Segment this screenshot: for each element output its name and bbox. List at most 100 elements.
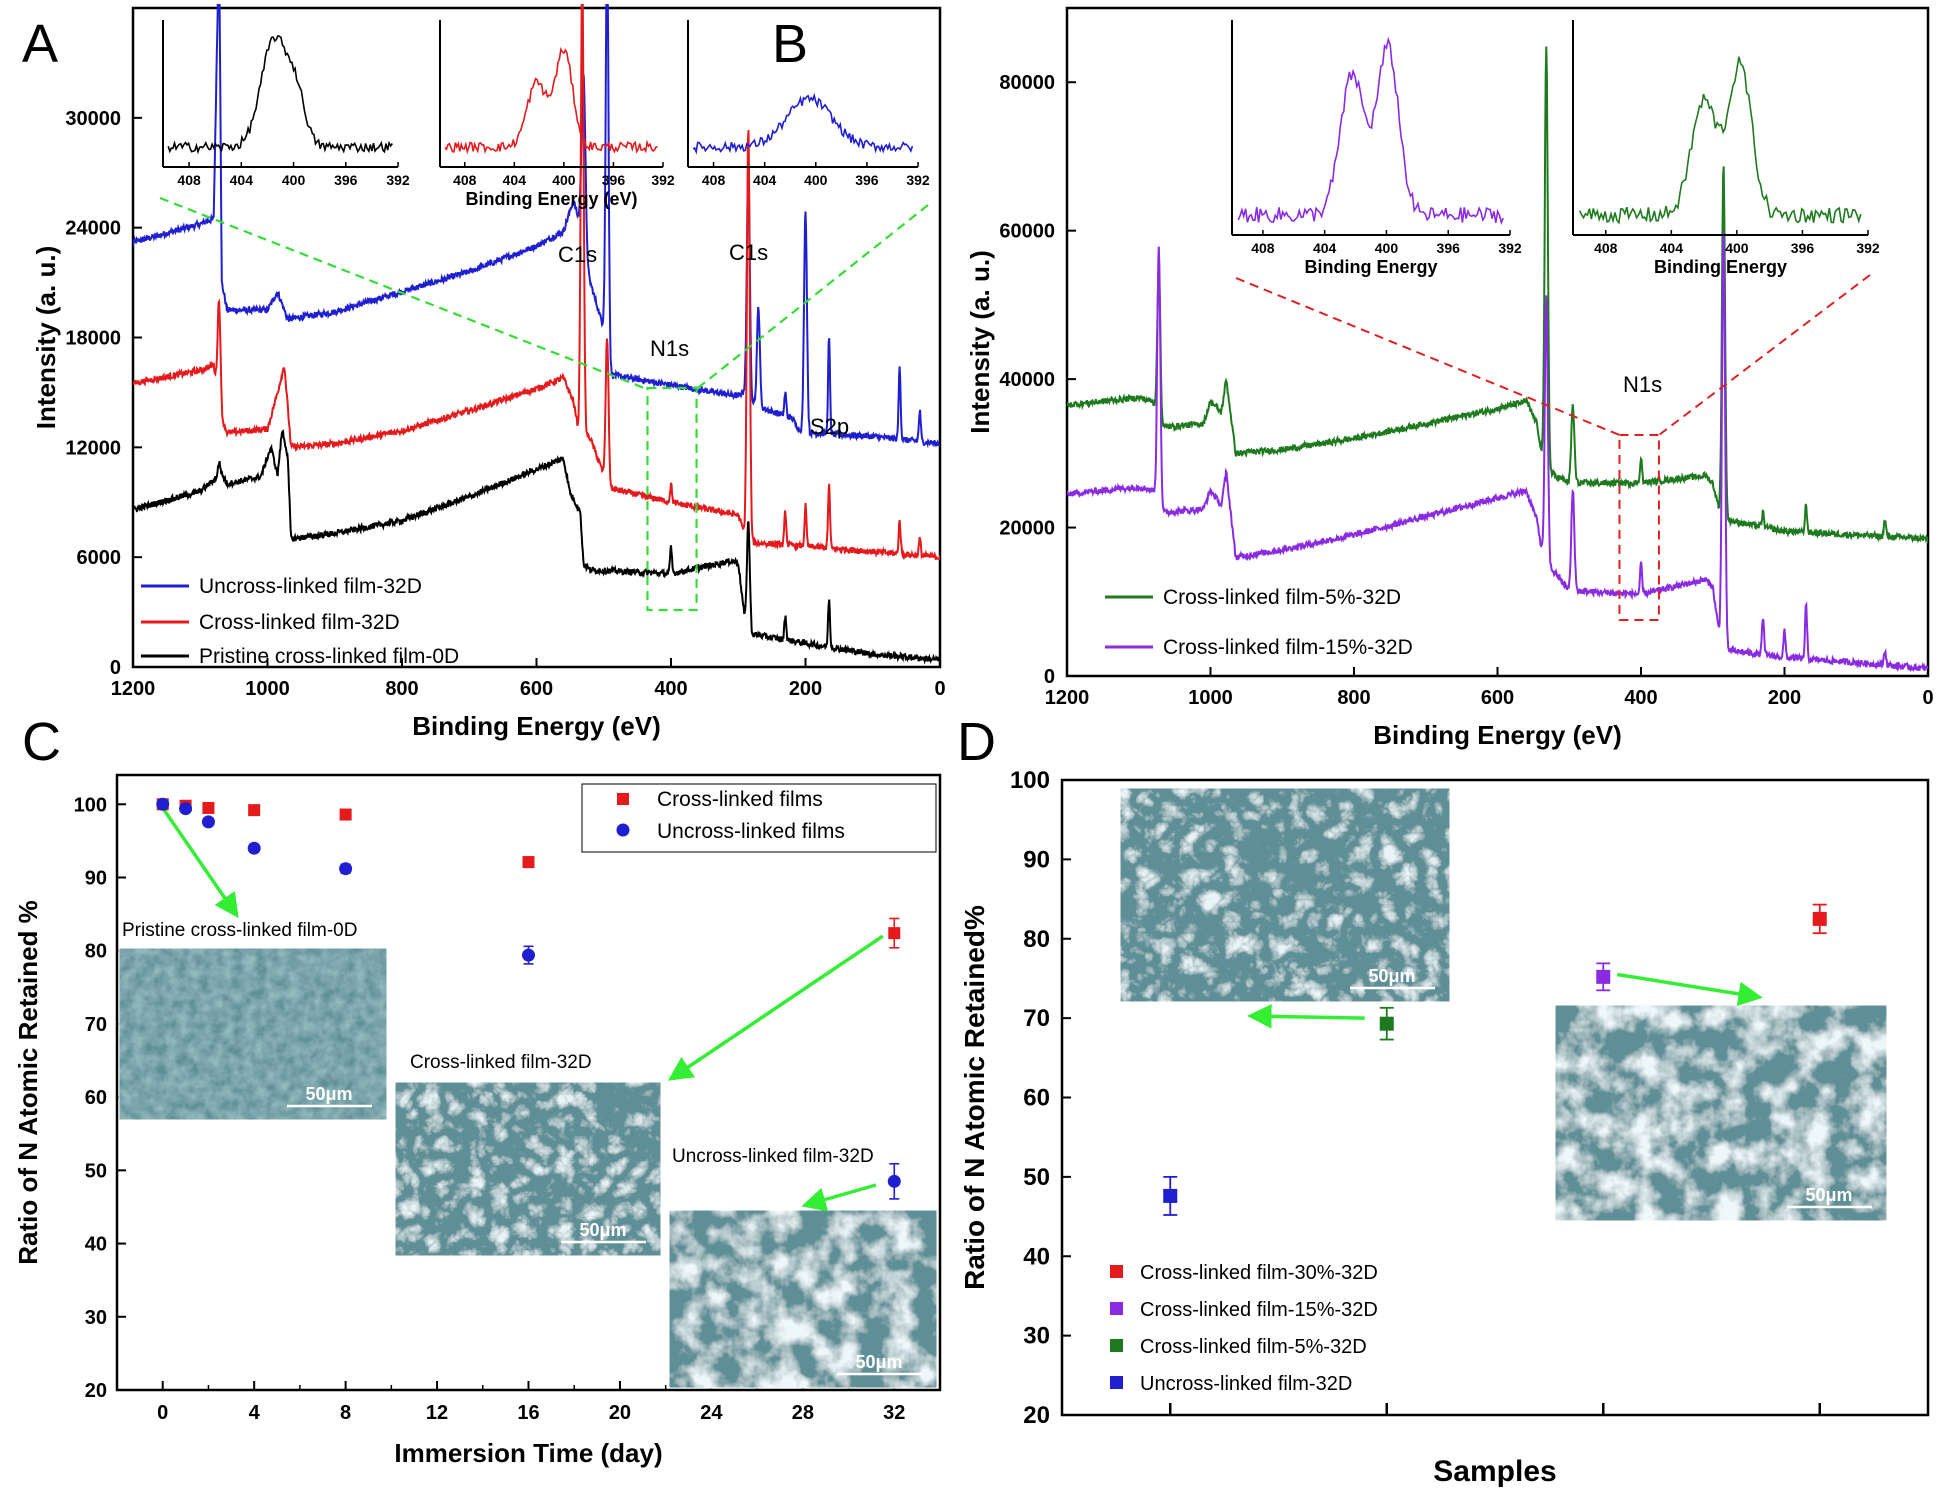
panel-b-zoom-guide-right (1658, 274, 1871, 436)
panel-c-ytick-label: 20 (85, 1380, 107, 1402)
panel-c-ytick-label: 40 (85, 1234, 107, 1256)
panel-c-point-cross-linked (888, 927, 901, 940)
panel-a-xtick-label: 600 (520, 678, 553, 700)
panel-b-inset-1-spectrum (1237, 36, 1504, 226)
panel-d-ytick-label: 30 (1023, 1323, 1050, 1350)
panel-b-y-axis-title: Intensity (a. u.) (965, 250, 995, 433)
panel-b-inset-1-tick-label: 400 (1375, 240, 1399, 256)
panel-d-y-axis-title: Ratio of N Atomic Retained% (959, 905, 990, 1290)
panel-c-point-cross-linked (339, 808, 352, 821)
panel-a-frame (131, 6, 942, 669)
panel-d-legend-label: Cross-linked film-5%-32D (1140, 1336, 1367, 1358)
panel-b-x-axis-title: Binding Energy (eV) (1373, 720, 1621, 750)
panel-c-crosslinked-sem-image (395, 1082, 661, 1256)
panel-b-ytick-label: 20000 (999, 518, 1055, 540)
panel-a-xtick-label: 400 (654, 678, 687, 700)
panel-letter-b: B (772, 14, 808, 74)
panel-b-inset-1-axis-title: Binding Energy (1304, 257, 1437, 277)
panel-a-x-axis-title: Binding Energy (eV) (412, 711, 660, 741)
panel-c-xtick-label: 8 (340, 1402, 351, 1424)
panel-b-inset-2-tick-label: 404 (1660, 240, 1684, 256)
panel-b-inset-2-tick-label: 400 (1725, 240, 1749, 256)
panel-d-15pct-sem-border (1554, 1004, 1888, 1222)
panel-d-legend-label: Cross-linked film-30%-32D (1140, 1262, 1378, 1284)
panel-a-xtick-label: 1200 (111, 678, 156, 700)
panel-c-ytick-label: 80 (85, 941, 107, 963)
panel-c-crosslinked-sem-border (394, 1081, 662, 1257)
panel-c-point-uncross-linked (179, 802, 193, 816)
panel-d-15pct-scale-bar-label: 50μm (1805, 1185, 1852, 1205)
panel-c-point-uncross-linked (339, 862, 353, 876)
panel-d-arrow (1616, 972, 1763, 1006)
panel-letter-a: A (22, 14, 58, 74)
panel-a-inset-1-tick-label: 400 (282, 172, 306, 188)
panel-c-point-cross-linked (202, 801, 215, 814)
panel-c-point-uncross-linked (156, 797, 170, 811)
panel-c-point-cross-linked (248, 804, 261, 817)
panel-b-zoom-box (1618, 434, 1660, 621)
panel-c-point-uncross-linked (247, 841, 261, 855)
panel-b-xps-survey: 1200 1000 800 600 400 200 00200004000060000800… (965, 6, 1934, 750)
panel-a-ytick-label: 30000 (65, 108, 121, 130)
panel-a-legend-label: Cross-linked film-32D (199, 611, 400, 634)
panel-c-arrow (801, 1183, 877, 1212)
panel-d-point (1812, 911, 1827, 926)
panel-a-inset-3-tick-label: 400 (804, 172, 828, 188)
panel-c-legend-label: Uncross-linked films (657, 820, 845, 843)
panel-b-xtick-label: 600 (1481, 687, 1514, 709)
panel-d-ytick-label: 80 (1023, 926, 1050, 953)
panel-d-legend-label: Cross-linked film-15%-32D (1140, 1299, 1378, 1321)
panel-a-zoom-guide-left (159, 196, 645, 390)
panel-a-ytick-label: 18000 (65, 328, 121, 350)
panel-a-inset-1-tick-label: 404 (230, 172, 254, 188)
panel-d-5pct-scale-bar-label: 50μm (1368, 966, 1415, 986)
panel-d-5pct-sem-image (1120, 788, 1450, 1002)
panel-a-ytick-label: 12000 (65, 437, 121, 459)
panel-a-series-blue (133, 4, 940, 449)
panel-a-inset-3-spectrum (692, 92, 914, 155)
panel-b-xtick-label: 800 (1337, 687, 1370, 709)
panel-b-xtick-label: 1200 (1045, 687, 1090, 709)
panel-a-ytick-label: 6000 (77, 547, 122, 569)
panel-a-inset-2-tick-label: 404 (503, 172, 527, 188)
panel-b-legend-label: Cross-linked film-5%-32D (1163, 586, 1401, 609)
panel-d-legend-label: Uncross-linked film-32D (1140, 1373, 1352, 1395)
panel-d-ytick-label: 40 (1023, 1243, 1050, 1270)
panel-d-x-axis-title: Samples (1433, 1455, 1556, 1488)
panel-c-ytick-label: 70 (85, 1014, 107, 1036)
panel-a-xps-survey: 1200 1000 800 600 400 200 0 0 6000 12000 18000 2400… (31, 4, 946, 741)
panel-b-xtick-label: 1000 (1188, 687, 1233, 709)
panel-d-point (1596, 969, 1611, 984)
panel-a-inset-2-axis-title: Binding Energy (eV) (465, 189, 637, 209)
panel-c-arrow (161, 806, 239, 919)
panel-a-inset-3-tick-label: 408 (702, 172, 726, 188)
panel-b-ytick-label: 80000 (999, 72, 1055, 94)
panel-c-pristine-scale-bar-label: 50μm (305, 1084, 352, 1104)
panel-d-point (1163, 1188, 1178, 1203)
panel-c-xtick-label: 32 (883, 1402, 905, 1424)
panel-c-uncrosslinked-scale-bar-label: 50μm (855, 1352, 902, 1372)
panel-c-point-cross-linked (522, 856, 535, 869)
panel-c-pristine-sem-border (118, 947, 388, 1121)
panel-a-legend-label: Pristine cross-linked film-0D (199, 645, 459, 668)
panel-a-inset-1-spectrum (167, 34, 393, 155)
panel-a-ytick-label: 0 (110, 657, 121, 679)
panel-c-legend-label: Cross-linked films (657, 788, 823, 811)
panel-a-inset-2-tick-label: 400 (552, 172, 576, 188)
panel-d-ytick-label: 50 (1023, 1164, 1050, 1191)
panel-b-series-green (1067, 46, 1928, 545)
panel-b-zoom-guide-left (1235, 277, 1620, 436)
panel-c-xtick-label: 20 (609, 1402, 631, 1424)
panel-a-peak-label: C1s (729, 240, 768, 265)
panel-c-point-uncross-linked (522, 948, 535, 962)
panel-letter-d: D (957, 712, 996, 772)
panel-a-peak-label: C1s (558, 242, 597, 267)
panel-c-ytick-label: 90 (85, 868, 107, 890)
panel-b-peak-label: N1s (1623, 372, 1662, 397)
panel-b-inset-1-tick-label: 404 (1313, 240, 1337, 256)
panel-c-point-uncross-linked (201, 815, 215, 829)
panel-a-peak-label: S2p (810, 414, 849, 439)
panel-c-y-axis-title: Ratio of N Atomic Retained % (13, 900, 43, 1265)
panel-c-xtick-label: 12 (426, 1402, 448, 1424)
